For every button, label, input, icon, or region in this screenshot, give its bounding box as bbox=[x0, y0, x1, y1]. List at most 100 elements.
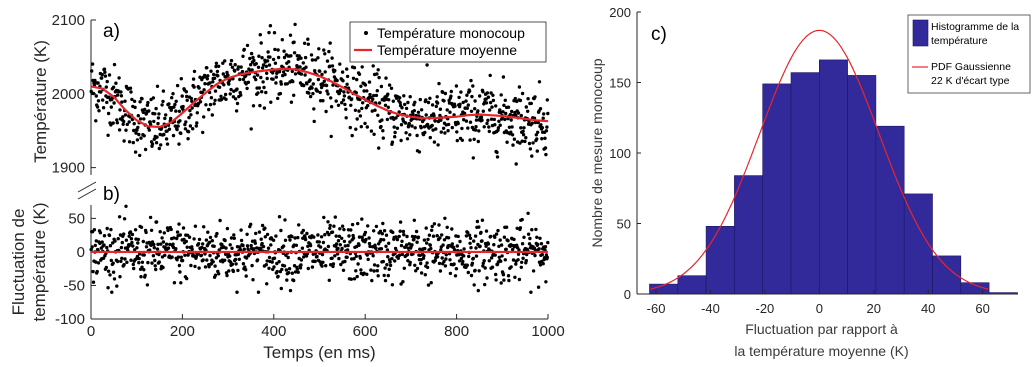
panel-b-point bbox=[400, 239, 404, 243]
histogram-bar bbox=[818, 59, 848, 295]
panel-a-point bbox=[133, 150, 138, 154]
panel-a-point bbox=[454, 84, 459, 88]
panel-b-point bbox=[395, 237, 400, 242]
panel-a-point bbox=[174, 109, 178, 113]
panel-b-point bbox=[367, 236, 371, 240]
panel-a-point bbox=[223, 92, 228, 97]
panel-a-point bbox=[256, 65, 261, 70]
panel-a-point bbox=[519, 113, 523, 118]
panel-b-point bbox=[466, 231, 470, 235]
panel-a-point bbox=[318, 90, 322, 95]
panel-a-point bbox=[155, 84, 160, 89]
panel-b-point bbox=[192, 237, 196, 241]
panel-a-point bbox=[531, 141, 535, 145]
panel-b-point bbox=[473, 234, 478, 238]
panel-b-point bbox=[176, 255, 181, 259]
panel-b-point bbox=[233, 257, 238, 262]
panel-a-point bbox=[469, 78, 473, 83]
panel-a-point bbox=[124, 128, 128, 132]
panel-b-point bbox=[112, 277, 117, 281]
panel-b-point bbox=[412, 218, 416, 222]
panel-b-point bbox=[454, 267, 459, 271]
panel-b-point bbox=[438, 236, 442, 240]
panel-a-point bbox=[167, 102, 171, 106]
panel-a-point bbox=[367, 80, 372, 84]
panel-a-point bbox=[457, 95, 461, 100]
panel-b-point bbox=[265, 259, 269, 263]
panel-b-point bbox=[362, 271, 366, 275]
panel-c-xtick-label: -40 bbox=[701, 301, 720, 316]
panel-b-point bbox=[270, 260, 274, 264]
panel-b-point bbox=[341, 268, 346, 272]
panel-a-point bbox=[141, 110, 145, 115]
panel-a-point bbox=[146, 100, 150, 105]
panel-a-point bbox=[180, 94, 184, 98]
panel-a-point bbox=[365, 125, 369, 129]
panel-b-xtick-label: 400 bbox=[261, 323, 286, 340]
panel-a-point bbox=[357, 72, 362, 77]
panel-a-point bbox=[516, 111, 521, 115]
panel-a-point bbox=[262, 106, 267, 110]
panel-b-point bbox=[440, 233, 444, 237]
panel-a-point bbox=[171, 92, 175, 96]
panel-b-points bbox=[89, 204, 550, 294]
panel-a-point bbox=[524, 136, 528, 140]
panel-b-point bbox=[475, 219, 480, 224]
panel-a-point bbox=[112, 101, 116, 105]
panel-a-point bbox=[497, 119, 501, 124]
panel-a-point bbox=[526, 97, 530, 101]
panel-b-point bbox=[429, 246, 433, 251]
panel-b-point bbox=[244, 268, 248, 272]
panel-b-point bbox=[412, 237, 416, 242]
panel-b-point bbox=[237, 257, 241, 261]
panel-a-point bbox=[252, 75, 257, 79]
panel-a-point bbox=[409, 118, 413, 123]
panel-b-point bbox=[245, 244, 250, 248]
panel-b-point bbox=[467, 254, 471, 259]
panel-a-point bbox=[273, 47, 277, 52]
panel-a-point bbox=[466, 103, 470, 107]
panel-b-point bbox=[324, 264, 328, 268]
panel-b-point bbox=[448, 258, 452, 262]
panel-b-point bbox=[253, 241, 257, 245]
panel-a-point bbox=[291, 79, 295, 84]
panel-b-point bbox=[249, 222, 253, 226]
panel-b-point bbox=[384, 244, 388, 248]
panel-b-point bbox=[398, 220, 403, 224]
panel-b-point bbox=[245, 232, 249, 236]
panel-b-point bbox=[119, 259, 123, 263]
panel-b-point bbox=[372, 229, 376, 233]
panel-b-point bbox=[407, 242, 411, 246]
panel-a-point bbox=[177, 109, 182, 114]
panel-a-point bbox=[501, 75, 506, 79]
panel-a-point bbox=[513, 96, 517, 101]
panel-a-point bbox=[377, 101, 382, 105]
panel-a-point bbox=[285, 82, 289, 86]
panel-b-point bbox=[242, 247, 246, 251]
panel-b-point bbox=[528, 236, 532, 241]
panel-a-point bbox=[254, 77, 258, 82]
panel-b-point bbox=[350, 222, 355, 227]
panel-a-point bbox=[338, 62, 342, 66]
panel-a-point bbox=[189, 113, 193, 117]
panel-b-point bbox=[140, 265, 144, 269]
panel-b-point bbox=[153, 264, 157, 268]
panel-b-point bbox=[201, 258, 205, 262]
panel-a-point bbox=[271, 77, 275, 81]
panel-b-point bbox=[163, 253, 167, 257]
panel-a-point bbox=[407, 121, 411, 126]
panel-a-point bbox=[288, 33, 293, 37]
panel-b-point bbox=[459, 256, 464, 261]
panel-c-legend-entry-pdf-line2: 22 K d'écart type bbox=[931, 75, 1010, 87]
panel-b-point bbox=[178, 233, 182, 237]
panel-a-point bbox=[411, 112, 415, 117]
panel-a-point bbox=[405, 137, 410, 141]
panel-a-point bbox=[195, 121, 199, 125]
panel-a-point bbox=[202, 115, 206, 119]
panel-b-point bbox=[543, 245, 548, 249]
panel-a-point bbox=[227, 82, 231, 86]
panel-a-point bbox=[260, 90, 264, 94]
panel-a-point bbox=[303, 73, 307, 77]
panel-a-point bbox=[184, 120, 188, 124]
